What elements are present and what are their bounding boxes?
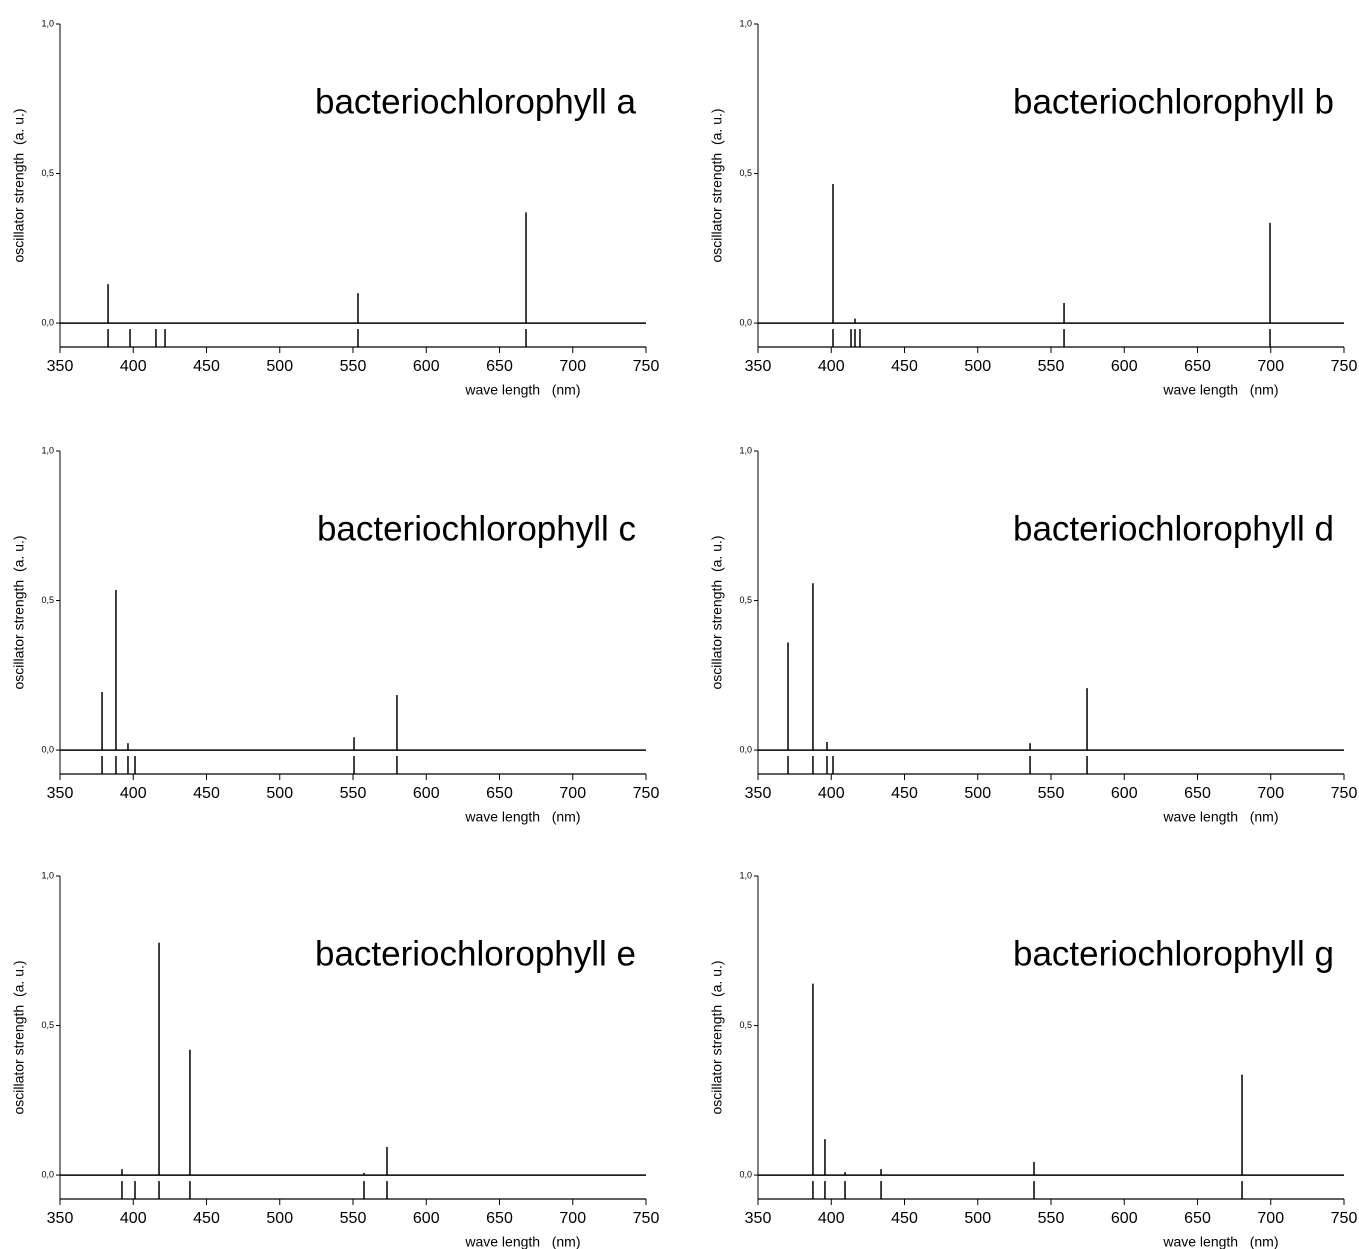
- x-tick-label: 450: [891, 358, 918, 375]
- x-axis-label: wave length (nm): [1162, 382, 1278, 398]
- y-tick-label: 1,0: [739, 18, 752, 28]
- x-tick-label: 600: [413, 785, 440, 802]
- x-tick-label: 650: [486, 785, 513, 802]
- y-tick-label: 0,0: [739, 1169, 752, 1179]
- y-axis-label: oscillator strength (a. u.): [709, 108, 725, 262]
- chart-title: bacteriochlorophyll c: [317, 509, 636, 548]
- x-tick-label: 450: [193, 785, 220, 802]
- y-axis-label: oscillator strength (a. u.): [11, 108, 27, 262]
- x-tick-label: 450: [193, 358, 220, 375]
- x-tick-label: 600: [413, 358, 440, 375]
- x-tick-label: 500: [964, 1210, 991, 1227]
- x-tick-label: 400: [818, 1210, 845, 1227]
- x-tick-label: 550: [340, 785, 367, 802]
- y-axis-label: oscillator strength (a. u.): [11, 960, 27, 1114]
- y-tick-label: 0,5: [739, 168, 752, 178]
- x-tick-label: 600: [1111, 358, 1138, 375]
- x-axis-label: wave length (nm): [1162, 1234, 1278, 1249]
- x-tick-label: 350: [47, 785, 74, 802]
- y-tick-label: 0,0: [739, 317, 752, 327]
- x-tick-label: 450: [891, 785, 918, 802]
- x-tick-label: 550: [1038, 785, 1065, 802]
- x-tick-label: 500: [266, 1210, 293, 1227]
- x-tick-label: 750: [1331, 1210, 1358, 1227]
- chart-title: bacteriochlorophyll e: [315, 934, 636, 973]
- x-tick-label: 400: [818, 358, 845, 375]
- x-axis-label: wave length (nm): [464, 382, 580, 398]
- x-tick-label: 350: [745, 785, 772, 802]
- y-tick-label: 0,5: [41, 595, 54, 605]
- x-tick-label: 500: [964, 358, 991, 375]
- y-tick-label: 0,5: [739, 1020, 752, 1030]
- x-tick-label: 550: [340, 358, 367, 375]
- x-tick-label: 400: [120, 1210, 147, 1227]
- x-tick-label: 700: [559, 358, 586, 375]
- x-tick-label: 550: [1038, 358, 1065, 375]
- x-tick-label: 500: [266, 358, 293, 375]
- y-tick-label: 1,0: [41, 445, 54, 455]
- y-tick-label: 1,0: [739, 870, 752, 880]
- y-tick-label: 0,5: [41, 168, 54, 178]
- x-tick-label: 600: [1111, 785, 1138, 802]
- x-tick-label: 700: [559, 785, 586, 802]
- x-tick-label: 750: [633, 785, 660, 802]
- x-tick-label: 600: [413, 1210, 440, 1227]
- x-tick-label: 550: [340, 1210, 367, 1227]
- x-tick-label: 700: [559, 1210, 586, 1227]
- chart-title: bacteriochlorophyll g: [1013, 934, 1334, 973]
- x-tick-label: 450: [891, 1210, 918, 1227]
- y-tick-label: 1,0: [41, 18, 54, 28]
- x-axis-label: wave length (nm): [464, 809, 580, 825]
- x-tick-label: 650: [1184, 785, 1211, 802]
- y-tick-label: 0,0: [41, 744, 54, 754]
- x-tick-label: 350: [47, 1210, 74, 1227]
- x-tick-label: 700: [1257, 1210, 1284, 1227]
- chart-title: bacteriochlorophyll b: [1013, 82, 1334, 121]
- x-tick-label: 650: [486, 358, 513, 375]
- x-tick-label: 400: [120, 785, 147, 802]
- x-tick-label: 400: [120, 358, 147, 375]
- y-tick-label: 1,0: [739, 445, 752, 455]
- x-tick-label: 750: [633, 1210, 660, 1227]
- x-tick-label: 500: [266, 785, 293, 802]
- x-tick-label: 650: [1184, 1210, 1211, 1227]
- x-tick-label: 450: [193, 1210, 220, 1227]
- x-axis-label: wave length (nm): [1162, 809, 1278, 825]
- x-tick-label: 550: [1038, 1210, 1065, 1227]
- x-tick-label: 650: [1184, 358, 1211, 375]
- x-tick-label: 350: [47, 358, 74, 375]
- x-tick-label: 600: [1111, 1210, 1138, 1227]
- chart-title: bacteriochlorophyll a: [315, 82, 637, 121]
- y-tick-label: 0,0: [41, 1169, 54, 1179]
- x-tick-label: 400: [818, 785, 845, 802]
- y-tick-label: 1,0: [41, 870, 54, 880]
- y-tick-label: 0,5: [739, 595, 752, 605]
- y-tick-label: 0,5: [41, 1020, 54, 1030]
- y-axis-label: oscillator strength (a. u.): [709, 960, 725, 1114]
- x-tick-label: 350: [745, 358, 772, 375]
- x-tick-label: 750: [1331, 785, 1358, 802]
- x-axis-label: wave length (nm): [464, 1234, 580, 1249]
- y-tick-label: 0,0: [739, 744, 752, 754]
- y-axis-label: oscillator strength (a. u.): [709, 535, 725, 689]
- x-tick-label: 350: [745, 1210, 772, 1227]
- x-tick-label: 650: [486, 1210, 513, 1227]
- x-tick-label: 750: [633, 358, 660, 375]
- x-tick-label: 750: [1331, 358, 1358, 375]
- x-tick-label: 700: [1257, 785, 1284, 802]
- chart-title: bacteriochlorophyll d: [1013, 509, 1334, 548]
- y-axis-label: oscillator strength (a. u.): [11, 535, 27, 689]
- x-tick-label: 700: [1257, 358, 1284, 375]
- x-tick-label: 500: [964, 785, 991, 802]
- y-tick-label: 0,0: [41, 317, 54, 327]
